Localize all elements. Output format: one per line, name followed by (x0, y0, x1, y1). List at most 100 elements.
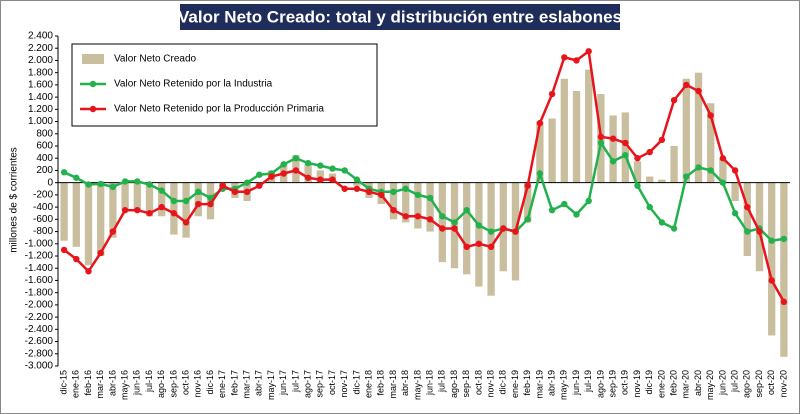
point (60, 246, 68, 254)
bar (463, 182, 471, 275)
x-tick-label: feb-16 (83, 370, 93, 396)
point (609, 158, 617, 165)
point (439, 213, 446, 220)
title-box (180, 4, 620, 30)
y-tick-label: 0 (47, 177, 53, 188)
x-tick-label: feb-17 (229, 370, 239, 396)
x-tick-label: oct-16 (180, 370, 190, 395)
point (390, 206, 397, 214)
x-tick-label: jun-18 (424, 370, 434, 396)
bar (194, 182, 202, 217)
x-tick-label: ago-19 (595, 370, 605, 398)
y-tick-label: 1.000 (28, 116, 53, 127)
point (634, 182, 641, 189)
point (170, 197, 178, 205)
bar (426, 182, 434, 232)
point (609, 135, 617, 142)
point (695, 164, 702, 171)
y-tick-label: 1.400 (28, 92, 53, 103)
point (573, 211, 580, 218)
bar (182, 182, 190, 238)
point (231, 188, 239, 196)
point (158, 187, 165, 194)
bar (731, 182, 739, 201)
point (170, 210, 178, 217)
point (463, 243, 470, 251)
x-tick-label: jul-19 (583, 370, 593, 393)
point (280, 170, 287, 177)
x-tick-label: jun-20 (717, 370, 727, 396)
point (561, 54, 568, 61)
point (353, 176, 361, 183)
point (585, 48, 592, 55)
bar (743, 182, 751, 256)
point (768, 237, 775, 244)
bar (389, 182, 398, 220)
bar (609, 115, 617, 183)
bar (560, 78, 568, 183)
bar (145, 182, 154, 217)
x-tick-label: feb-20 (668, 370, 678, 396)
point (646, 148, 653, 156)
x-tick-label: ene-17 (217, 370, 227, 398)
y-tick-label: 600 (36, 141, 53, 152)
bar (646, 176, 654, 183)
y-tick-label: -2.600 (25, 336, 54, 347)
point (280, 161, 287, 168)
y-tick-label: -2.400 (25, 324, 54, 335)
point (622, 151, 629, 159)
y-axis-title: millones de $ corrientes (9, 147, 20, 253)
point (341, 185, 348, 192)
x-tick-label: abr-18 (400, 370, 410, 396)
bar (670, 146, 678, 183)
bar (158, 182, 166, 217)
point (146, 210, 153, 217)
point (195, 200, 202, 208)
x-tick-label: dic-16 (205, 370, 215, 395)
bar (109, 182, 117, 238)
point (780, 235, 788, 243)
point (182, 219, 190, 226)
bar (694, 72, 703, 183)
bar (768, 182, 776, 336)
point (426, 194, 434, 202)
bar (304, 164, 312, 183)
point (695, 87, 702, 95)
bar (621, 112, 629, 183)
point (731, 210, 739, 217)
point (780, 298, 788, 306)
point (402, 185, 409, 192)
point (512, 228, 519, 235)
x-tick-label: ene-18 (363, 370, 373, 398)
point (97, 249, 104, 257)
point (109, 183, 117, 191)
x-tick-label: jul-18 (437, 370, 447, 393)
x-tick-label: ago-18 (449, 370, 459, 398)
x-tick-label: jul-20 (729, 370, 739, 393)
point (548, 206, 556, 214)
point (207, 200, 214, 208)
point (561, 200, 568, 208)
bar (438, 182, 446, 263)
point (524, 216, 531, 223)
bar (60, 182, 68, 241)
x-tick-label: sep-19 (607, 370, 617, 398)
x-tick-label: jun-16 (132, 370, 142, 396)
y-tick-label: -3.000 (25, 361, 54, 372)
x-tick-label: abr-17 (254, 370, 264, 396)
x-tick-label: nov-20 (778, 370, 788, 398)
point (121, 178, 129, 185)
bar (524, 182, 532, 223)
x-tick-label: mar-20 (681, 370, 691, 399)
bar (658, 179, 666, 183)
point (243, 188, 251, 196)
point (219, 182, 226, 189)
x-tick-label: dic-17 (351, 370, 361, 395)
point (158, 203, 165, 211)
x-tick-label: ene-19 (510, 370, 520, 398)
point (121, 206, 129, 214)
legend-swatch (89, 80, 97, 88)
point (243, 179, 251, 186)
bar (170, 182, 178, 235)
x-tick-label: abr-16 (107, 370, 117, 396)
